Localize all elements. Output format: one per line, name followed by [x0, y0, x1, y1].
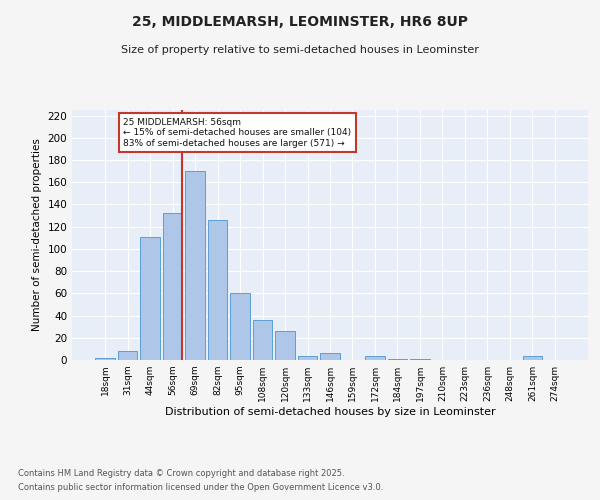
Text: Contains public sector information licensed under the Open Government Licence v3: Contains public sector information licen… [18, 484, 383, 492]
Bar [410, 359, 430, 360]
Text: Contains HM Land Registry data © Crown copyright and database right 2025.: Contains HM Land Registry data © Crown c… [18, 468, 344, 477]
Bar [163, 214, 182, 360]
Bar [365, 356, 385, 360]
Bar [118, 351, 137, 360]
Bar [185, 171, 205, 360]
Bar [253, 320, 272, 360]
Bar [320, 354, 340, 360]
Bar [95, 358, 115, 360]
Text: 25, MIDDLEMARSH, LEOMINSTER, HR6 8UP: 25, MIDDLEMARSH, LEOMINSTER, HR6 8UP [132, 15, 468, 29]
Bar [298, 356, 317, 360]
Y-axis label: Number of semi-detached properties: Number of semi-detached properties [32, 138, 42, 332]
Text: 25 MIDDLEMARSH: 56sqm
← 15% of semi-detached houses are smaller (104)
83% of sem: 25 MIDDLEMARSH: 56sqm ← 15% of semi-deta… [123, 118, 351, 148]
Bar [140, 236, 160, 360]
Bar [230, 294, 250, 360]
Bar [275, 331, 295, 360]
Bar [388, 359, 407, 360]
Bar [208, 220, 227, 360]
X-axis label: Distribution of semi-detached houses by size in Leominster: Distribution of semi-detached houses by … [164, 407, 496, 417]
Bar [523, 356, 542, 360]
Text: Size of property relative to semi-detached houses in Leominster: Size of property relative to semi-detach… [121, 45, 479, 55]
